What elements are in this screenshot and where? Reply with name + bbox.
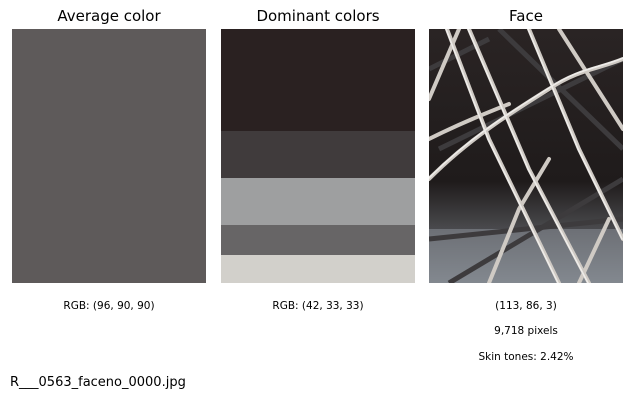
face-skin-tone-caption: Skin tones: 2.42%: [478, 351, 574, 363]
face-image-art: [429, 29, 623, 283]
dominant-color-band: [221, 178, 415, 225]
average-color-title: Average color: [57, 7, 161, 25]
image-filename: R___0563_faceno_0000.jpg: [10, 375, 186, 390]
dominant-colors-rgb-caption: RGB: (42, 33, 33): [272, 300, 364, 312]
face-image: [429, 29, 623, 283]
dominant-color-band: [221, 131, 415, 178]
dominant-color-band: [221, 255, 415, 283]
face-pixel-count-caption: 9,718 pixels: [494, 325, 558, 337]
average-color-swatch: [12, 29, 206, 283]
average-color-panel: [12, 29, 206, 283]
average-color-rgb-caption: RGB: (96, 90, 90): [63, 300, 155, 312]
dominant-colors-panel: [221, 29, 415, 283]
dominant-color-band: [221, 29, 415, 131]
dominant-colors-title: Dominant colors: [256, 7, 380, 25]
dominant-color-band: [221, 225, 415, 255]
face-title: Face: [509, 7, 543, 25]
face-color-caption: (113, 86, 3): [495, 300, 557, 312]
